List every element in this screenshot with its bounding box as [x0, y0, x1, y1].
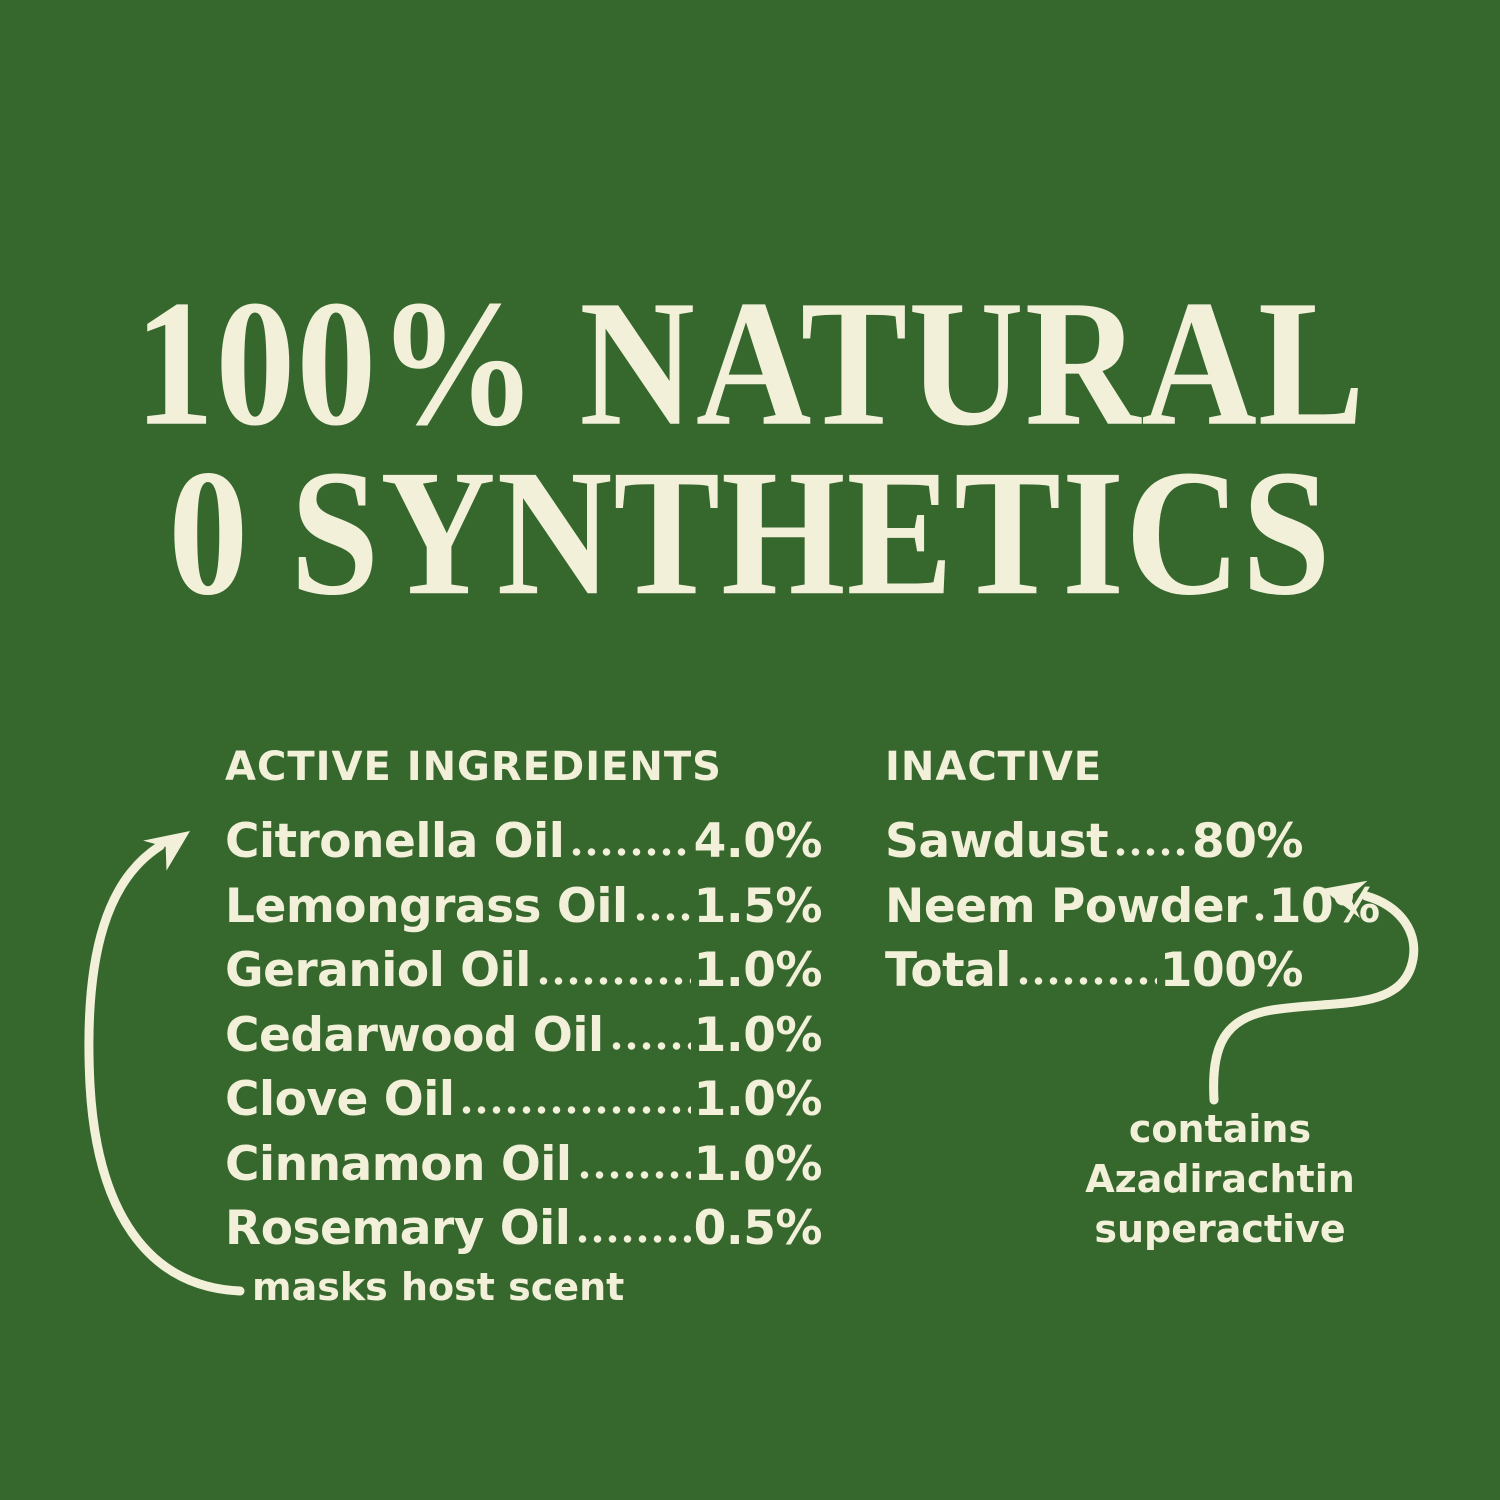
- ingredient-value: 100%: [1159, 943, 1304, 998]
- ingredient-label: Cedarwood Oil: [225, 1007, 604, 1063]
- ingredient-row-clove: Clove Oil 1.0%: [225, 1068, 823, 1133]
- dotted-leader: [459, 1105, 691, 1115]
- page-title: 100% NATURAL 0 SYNTHETICS: [0, 262, 1500, 634]
- ingredient-row-rosemary: Rosemary Oil 0.5%: [225, 1197, 823, 1262]
- dotted-leader: [1251, 911, 1266, 922]
- title-line-2: 0 SYNTHETICS: [168, 432, 1332, 634]
- ingredient-label: Lemongrass Oil: [225, 878, 628, 934]
- ingredient-value: 4.0%: [693, 814, 823, 869]
- ingredient-value: 1.0%: [693, 1007, 823, 1063]
- dotted-leader: [535, 976, 691, 986]
- left-curved-arrow-icon: [84, 841, 245, 1296]
- ingredient-row-geraniol: Geraniol Oil 1.0%: [225, 939, 823, 1004]
- azadirachtin-note-line-2: superactive: [1094, 1207, 1346, 1251]
- masks-host-scent-note: masks host scent: [252, 1265, 625, 1309]
- inactive-ingredients-section: INACTIVE Sawdust 80% Neem Powder 10% Total…: [885, 744, 1380, 1004]
- ingredient-label: Total: [885, 943, 1011, 998]
- ingredient-row-cedarwood: Cedarwood Oil 1.0%: [225, 1004, 823, 1069]
- ingredient-label: Rosemary Oil: [225, 1201, 571, 1256]
- ingredient-row-total: Total 100%: [885, 939, 1304, 1004]
- active-ingredients-header: ACTIVE INGREDIENTS: [225, 744, 722, 790]
- ingredient-value: 1.0%: [693, 943, 823, 998]
- dotted-leader: [608, 1040, 691, 1051]
- azadirachtin-note-line-1: contains Azadirachtin: [1085, 1107, 1355, 1201]
- ingredient-label: Geraniol Oil: [225, 943, 531, 998]
- ingredient-label: Cinnamon Oil: [225, 1136, 572, 1192]
- ingredient-value: 1.0%: [693, 1136, 823, 1192]
- ingredient-value: 1.0%: [693, 1072, 823, 1127]
- azadirachtin-note: contains Azadirachtin superactive: [1004, 1104, 1436, 1254]
- ingredient-value: 80%: [1192, 814, 1304, 869]
- inactive-ingredients-header: INACTIVE: [885, 744, 1103, 790]
- dotted-leader: [575, 1234, 691, 1244]
- dotted-leader: [576, 1169, 691, 1180]
- dotted-leader: [1015, 976, 1157, 986]
- ingredient-value: 1.5%: [693, 878, 823, 934]
- ingredient-row-lemongrass: Lemongrass Oil 1.5%: [225, 875, 823, 940]
- active-ingredients-section: ACTIVE INGREDIENTS Citronella Oil 4.0% Le…: [225, 744, 823, 1262]
- ingredient-label: Neem Powder: [885, 878, 1247, 934]
- ingredient-row-sawdust: Sawdust 80%: [885, 810, 1304, 875]
- ingredient-row-cinnamon: Cinnamon Oil 1.0%: [225, 1133, 823, 1198]
- left-arrowhead-icon: [143, 831, 190, 871]
- ingredient-row-neem-powder: Neem Powder 10%: [885, 875, 1380, 940]
- ingredient-row-citronella: Citronella Oil 4.0%: [225, 810, 823, 875]
- ingredient-label: Sawdust: [885, 814, 1109, 869]
- dotted-leader: [1113, 847, 1189, 857]
- title-line-1: 100% NATURAL: [134, 262, 1366, 464]
- dotted-leader: [632, 911, 691, 922]
- ingredient-label: Citronella Oil: [225, 814, 565, 869]
- ingredient-label: Clove Oil: [225, 1072, 455, 1127]
- dotted-leader: [569, 847, 691, 857]
- ingredient-value: 10%: [1268, 878, 1381, 934]
- ingredient-value: 0.5%: [693, 1201, 823, 1256]
